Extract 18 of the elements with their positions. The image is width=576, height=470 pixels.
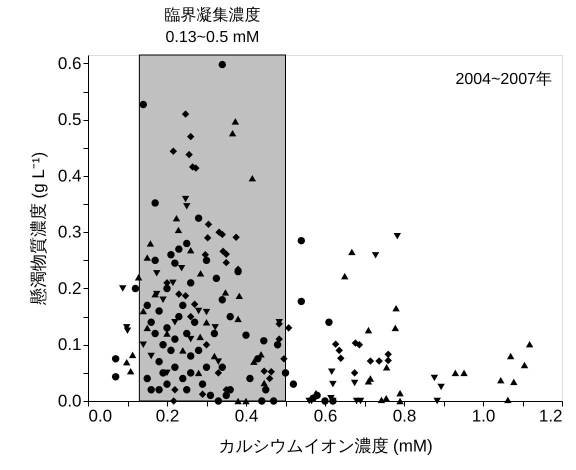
x-tick-label: 0.2 [156, 406, 180, 426]
y-tick-label: 0.0 [58, 392, 82, 410]
x-tick-label: 0.8 [392, 406, 416, 426]
y-tick-label: 0.5 [58, 110, 82, 130]
y-tick-label: 0.4 [58, 166, 82, 186]
annotation: 2004~2007年 [455, 71, 552, 88]
y-axis-title: 懸濁物質濃度 (g L⁻¹) [28, 152, 48, 306]
x-tick-label: 0.6 [314, 406, 338, 426]
band-label: 臨界凝集濃度 0.13~0.5 mM [164, 6, 260, 46]
x-tick-label: 1.2 [538, 406, 562, 426]
x-tick-label: 0.4 [234, 406, 258, 426]
y-tick-label: 0.6 [58, 54, 82, 73]
y-tick-label: 0.3 [58, 222, 82, 242]
y-tick-label: 0.2 [58, 278, 82, 298]
x-tick-label: 1.0 [472, 406, 496, 426]
y-tick-label: 0.1 [58, 335, 82, 354]
x-tick-label: 0.0 [88, 406, 112, 426]
x-axis-title: カルシウムイオン濃度 (mM) [218, 436, 433, 456]
